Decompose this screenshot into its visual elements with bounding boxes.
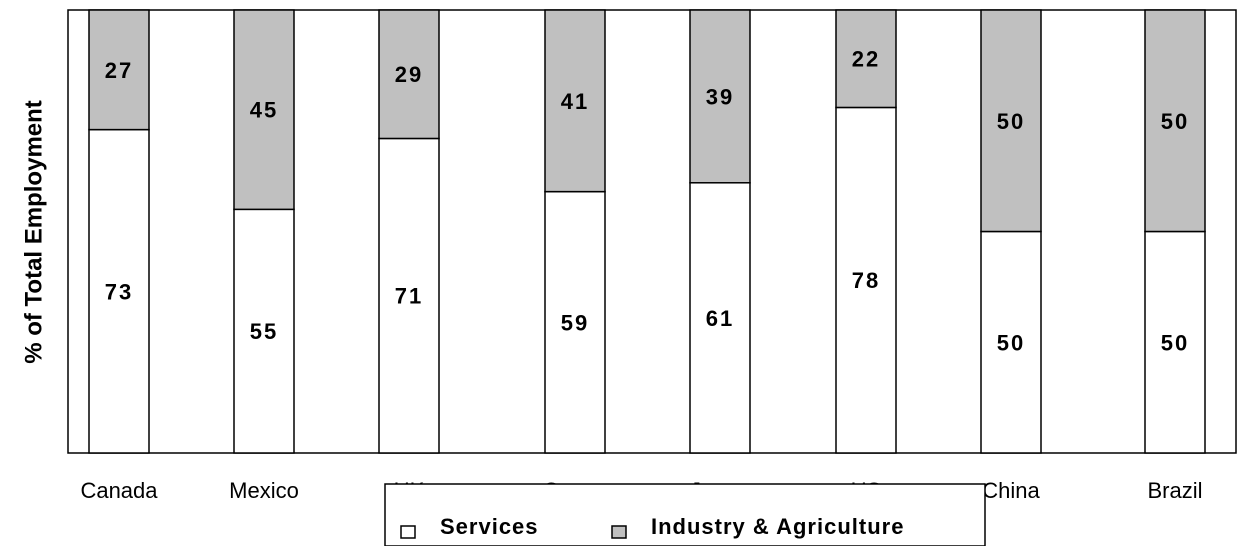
- bar-value-label-services-brazil: 50: [1161, 330, 1189, 355]
- bar-value-label-industry-agriculture-mexico: 45: [250, 98, 278, 123]
- bar-services-us: [835, 106, 897, 454]
- legend-swatch-industry-agriculture: [611, 525, 627, 539]
- bar-services-japan: [689, 182, 751, 454]
- x-tick-label-china: China: [982, 478, 1040, 503]
- legend-swatch-services: [400, 525, 416, 539]
- x-tick-label-brazil: Brazil: [1147, 478, 1202, 503]
- bar-services-brazil: [1144, 230, 1206, 454]
- bar-value-label-services-uk: 71: [395, 284, 423, 309]
- y-axis-label: % of Total Employment: [20, 100, 47, 364]
- bar-value-label-industry-agriculture-us: 22: [852, 47, 880, 72]
- bars: [88, 9, 1206, 454]
- bar-industry-agriculture-japan: [689, 9, 751, 184]
- plot-area: [67, 9, 1237, 454]
- bar-value-label-industry-agriculture-canada: 27: [105, 58, 133, 83]
- bar-value-label-services-us: 78: [852, 268, 880, 293]
- bar-industry-agriculture-canada: [88, 9, 150, 131]
- bar-value-label-industry-agriculture-brazil: 50: [1161, 109, 1189, 134]
- bar-value-label-industry-agriculture-japan: 39: [706, 84, 734, 109]
- bar-value-label-services-china: 50: [997, 330, 1025, 355]
- bar-value-label-services-canada: 73: [105, 279, 133, 304]
- bar-industry-agriculture-us: [835, 9, 897, 109]
- bar-labels: 73 27 55 45 71 29 59 41 61 39 78 22 50 50 50 50: [105, 47, 1189, 356]
- bar-industry-agriculture-brazil: [1144, 9, 1206, 233]
- bar-services-china: [980, 230, 1042, 454]
- legend-frame: [384, 483, 986, 546]
- bar-value-label-services-germany: 59: [561, 310, 589, 335]
- bar-value-label-industry-agriculture-china: 50: [997, 109, 1025, 134]
- bar-value-label-services-mexico: 55: [250, 319, 278, 344]
- bar-services-uk: [378, 137, 440, 454]
- bar-industry-agriculture-germany: [544, 9, 606, 193]
- bar-value-label-services-japan: 61: [706, 306, 734, 331]
- bar-industry-agriculture-mexico: [233, 9, 295, 211]
- bar-services-germany: [544, 190, 606, 454]
- bar-industry-agriculture-uk: [378, 9, 440, 140]
- legend-label-industry-agriculture: Industry & Agriculture: [651, 514, 904, 539]
- legend: Services Industry & Agriculture: [384, 483, 986, 546]
- plot-frame: [67, 9, 1237, 454]
- bar-industry-agriculture-china: [980, 9, 1042, 233]
- x-tick-label-mexico: Mexico: [229, 478, 299, 503]
- bar-value-label-industry-agriculture-uk: 29: [395, 62, 423, 87]
- x-tick-label-canada: Canada: [80, 478, 158, 503]
- bar-value-label-industry-agriculture-germany: 41: [561, 89, 589, 114]
- legend-label-services: Services: [440, 514, 539, 539]
